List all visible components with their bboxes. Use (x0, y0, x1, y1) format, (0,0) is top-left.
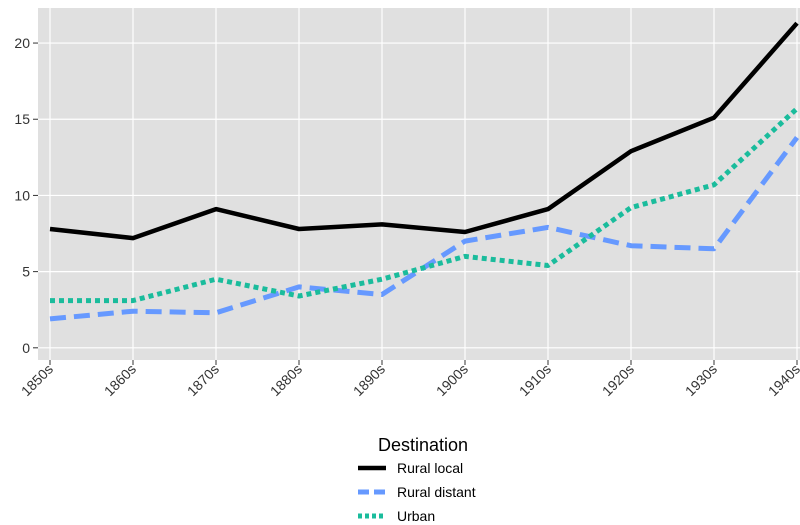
x-tick-label: 1930s (682, 361, 720, 399)
y-tick-label: 10 (14, 187, 30, 203)
x-tick-label: 1940s (765, 361, 800, 399)
x-tick-label: 1860s (101, 361, 139, 399)
legend-label-rural-local: Rural local (397, 460, 463, 476)
y-tick-label: 20 (14, 35, 30, 51)
legend: Destination Rural local Rural distant Urba… (358, 435, 476, 524)
x-tick-label: 1850s (18, 361, 56, 399)
legend-label-rural-distant: Rural distant (397, 484, 476, 500)
series-line-rural-local (49, 21, 799, 241)
x-tick-label: 1890s (350, 361, 388, 399)
y-tick-label: 5 (22, 264, 30, 280)
x-tick-label: 1910s (516, 361, 554, 399)
x-tick-label: 1900s (433, 361, 471, 399)
x-tick-label: 1920s (599, 361, 637, 399)
legend-label-urban: Urban (397, 508, 435, 524)
series-line-urban (50, 106, 799, 304)
legend-title: Destination (378, 435, 468, 455)
y-tick-label: 15 (14, 111, 30, 127)
x-tick-label: 1870s (184, 361, 222, 399)
y-tick-label: 0 (22, 340, 30, 356)
x-tick-label: 1880s (267, 361, 305, 399)
series-lines (49, 21, 800, 322)
plot-panel (38, 8, 800, 360)
